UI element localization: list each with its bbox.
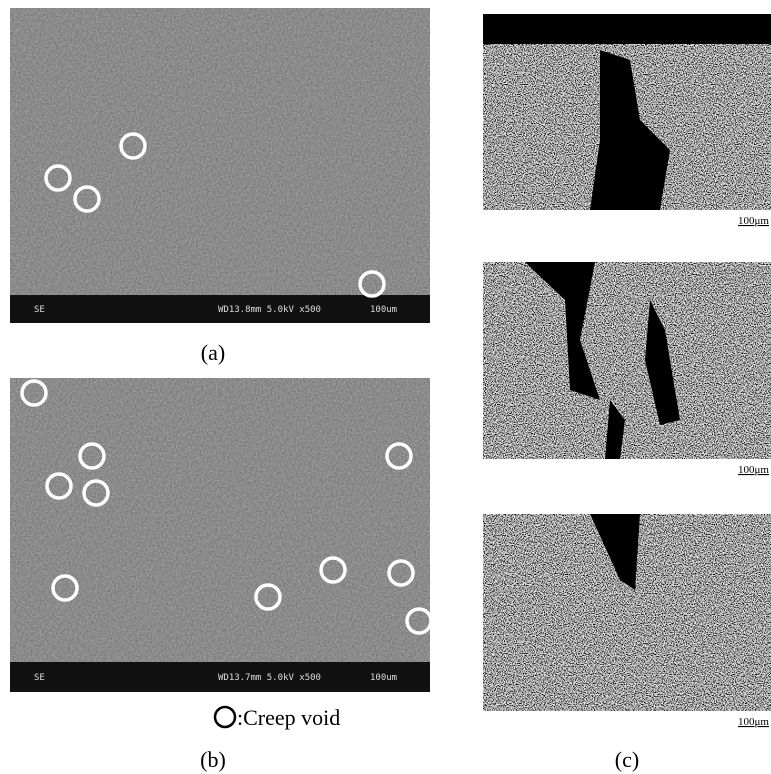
panel-label: (c) (615, 747, 639, 772)
scale-label: 100μm (738, 464, 769, 476)
optical-images-c (483, 14, 771, 711)
panel-label: (a) (201, 340, 225, 365)
sem-detector: SE (34, 673, 45, 683)
sem-detector: SE (34, 305, 45, 315)
sem-settings: WD13.7mm 5.0kV x500 (218, 673, 321, 683)
sem-scale: 100um (370, 673, 397, 683)
scale-label: 100μm (738, 716, 769, 728)
panel-label: (b) (200, 747, 226, 772)
legend-symbol (213, 705, 237, 729)
sem-settings: WD13.8mm 5.0kV x500 (218, 305, 321, 315)
sem-image-a: SE WD13.8mm 5.0kV x500 100um (10, 8, 430, 323)
sem-scale: 100um (370, 305, 397, 315)
legend-label: :Creep void (237, 705, 340, 730)
sem-image-b: SE WD13.7mm 5.0kV x500 100um (10, 378, 433, 692)
scale-label: 100μm (738, 215, 769, 227)
